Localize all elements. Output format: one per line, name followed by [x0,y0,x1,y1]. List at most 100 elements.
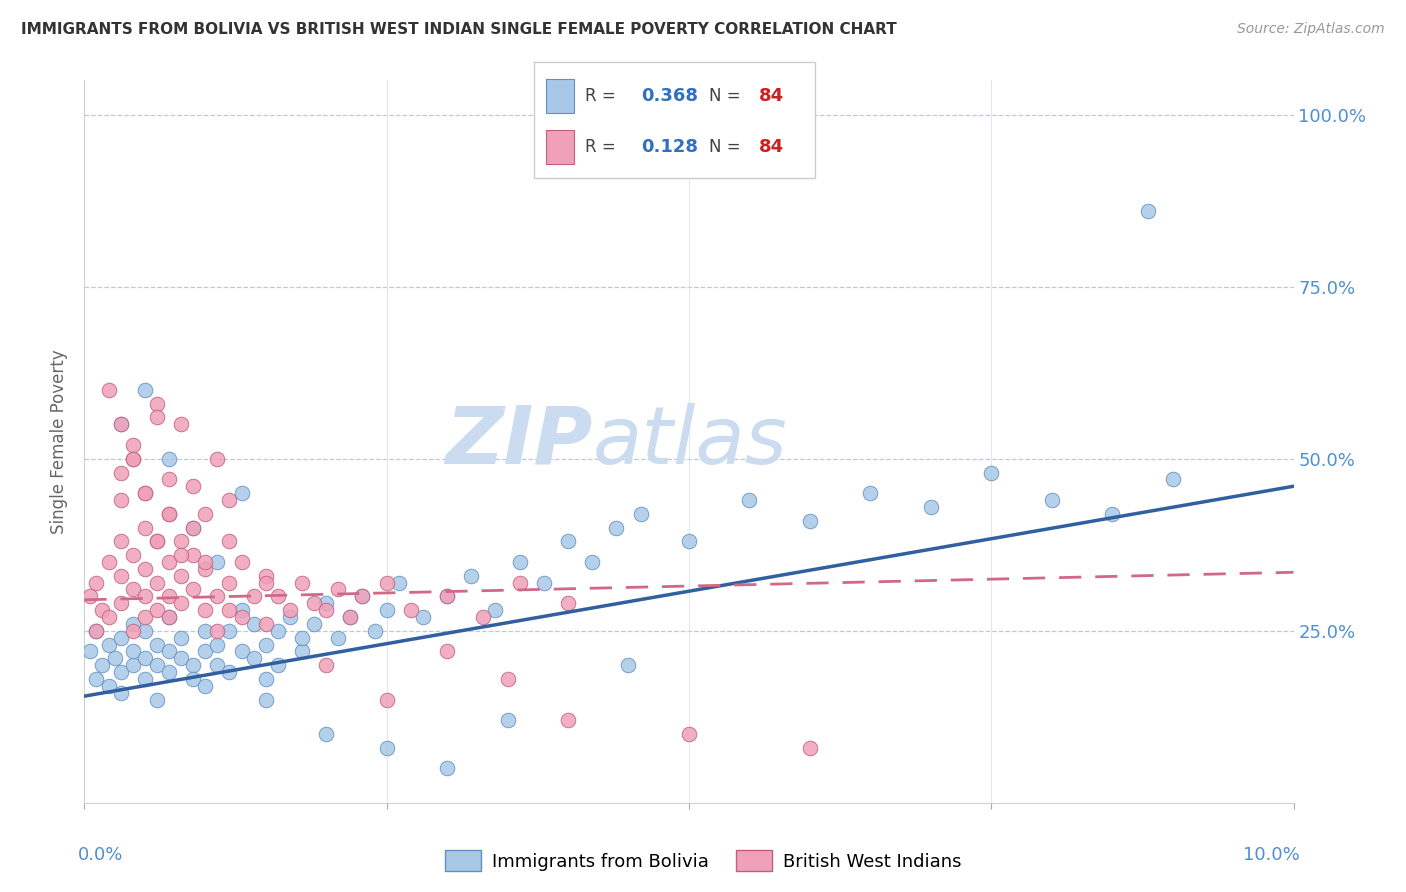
Point [146,534,169,549]
Point [157,590,180,604]
Point [484,603,506,617]
Point [110,417,132,432]
Point [97,638,120,652]
Text: ZIP: ZIP [444,402,592,481]
Point [375,603,398,617]
Point [254,672,277,686]
Text: 0.128: 0.128 [641,138,699,156]
Point [86,672,108,686]
Point [121,451,143,466]
Point [146,534,169,549]
Point [339,610,361,624]
Point [254,638,277,652]
Point [218,575,240,590]
Point [291,644,314,658]
Point [86,624,108,638]
Legend: Immigrants from Bolivia, British West Indians: Immigrants from Bolivia, British West In… [437,843,969,879]
Point [267,658,290,673]
Point [91,658,114,673]
Point [170,631,193,645]
Point [352,590,374,604]
Point [97,679,120,693]
Bar [546,78,574,113]
Point [104,651,127,665]
Point [207,658,229,673]
Point [207,624,229,638]
Point [157,472,180,486]
Point [121,644,143,658]
Point [181,658,204,673]
Text: atlas: atlas [592,402,787,481]
Text: 0.0%: 0.0% [79,847,124,864]
Point [86,624,108,638]
Point [1101,507,1123,521]
Point [859,486,882,500]
Point [146,410,169,425]
Point [207,638,229,652]
Point [146,692,169,706]
Point [375,575,398,590]
Point [146,638,169,652]
Point [207,451,229,466]
Point [194,624,217,638]
Point [110,596,132,610]
Point [146,603,169,617]
Point [170,568,193,582]
Point [242,590,264,604]
Point [134,610,156,624]
Point [121,451,143,466]
Point [375,692,398,706]
Point [157,644,180,658]
Point [1137,204,1160,219]
Point [86,575,108,590]
Point [533,575,555,590]
Point [194,507,217,521]
Point [617,658,640,673]
Point [315,603,337,617]
Point [315,596,337,610]
Point [110,686,132,700]
Point [302,596,325,610]
Point [254,575,277,590]
Point [121,658,143,673]
Point [242,616,264,631]
Point [134,520,156,534]
Point [121,438,143,452]
Point [218,534,240,549]
Point [181,582,204,597]
Point [121,616,143,631]
Point [254,692,277,706]
Point [267,624,290,638]
Point [134,672,156,686]
Point [315,727,337,741]
Text: 0.368: 0.368 [641,87,699,105]
Point [436,761,458,775]
Point [557,713,579,727]
Point [91,603,114,617]
Point [110,568,132,582]
Point [134,562,156,576]
Point [194,679,217,693]
Point [110,466,132,480]
Point [399,603,422,617]
Point [242,651,264,665]
Point [557,596,579,610]
Point [157,507,180,521]
Point [110,493,132,508]
Text: Source: ZipAtlas.com: Source: ZipAtlas.com [1237,22,1385,37]
Point [121,624,143,638]
Point [121,548,143,562]
Point [460,568,482,582]
Point [799,740,821,755]
Point [79,644,101,658]
Point [194,603,217,617]
Text: IMMIGRANTS FROM BOLIVIA VS BRITISH WEST INDIAN SINGLE FEMALE POVERTY CORRELATION: IMMIGRANTS FROM BOLIVIA VS BRITISH WEST … [21,22,897,37]
Text: R =: R = [585,87,621,105]
Point [412,610,434,624]
Point [134,651,156,665]
Point [181,479,204,493]
Point [678,727,700,741]
Point [207,555,229,569]
Point [170,651,193,665]
Point [134,486,156,500]
